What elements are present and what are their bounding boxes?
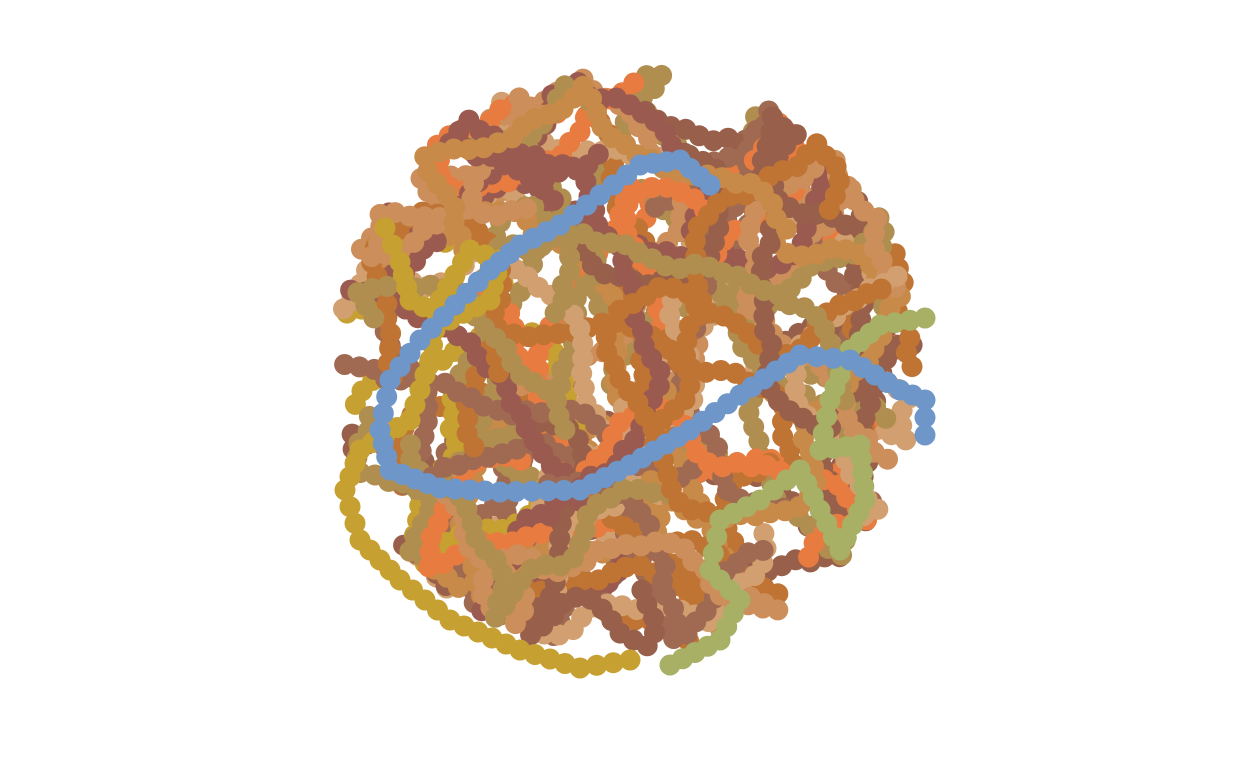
bead [443, 138, 465, 160]
olive-green-chain [659, 307, 936, 676]
bead [723, 531, 745, 553]
bead [619, 649, 641, 671]
bead [492, 577, 514, 599]
bead [543, 189, 564, 211]
bead [516, 198, 537, 219]
bead [641, 177, 663, 198]
bead [585, 231, 607, 253]
bead [772, 426, 794, 447]
bead [376, 386, 398, 408]
bead [382, 234, 403, 256]
bead [914, 389, 936, 411]
bead [399, 205, 421, 227]
bead [521, 480, 543, 502]
bead [554, 419, 576, 441]
bead [753, 305, 775, 327]
bead [751, 245, 773, 267]
bead [550, 555, 572, 577]
bead [648, 277, 670, 299]
bead [334, 354, 356, 375]
bead [416, 411, 438, 433]
bead [559, 261, 581, 283]
bead [459, 479, 481, 501]
bead [571, 362, 593, 384]
bead [457, 408, 479, 430]
bead [789, 344, 811, 366]
bead [374, 217, 396, 239]
bead [725, 172, 747, 194]
bead [649, 360, 671, 382]
bead [434, 372, 456, 394]
bead [818, 198, 840, 220]
bead [489, 481, 511, 503]
bead [776, 218, 797, 240]
bead [820, 238, 842, 260]
bead [443, 211, 465, 233]
bead [537, 480, 559, 502]
bead [615, 534, 637, 556]
bead [886, 265, 908, 287]
bead [379, 369, 401, 391]
bead [806, 346, 828, 368]
bead [572, 347, 594, 369]
bead [901, 356, 923, 378]
bead [812, 422, 834, 444]
bead [463, 436, 485, 458]
bead [505, 481, 527, 503]
bead [553, 479, 575, 501]
bead [520, 624, 542, 646]
bead [819, 389, 841, 411]
bead [659, 654, 681, 676]
bead [709, 509, 731, 531]
bead [822, 347, 844, 369]
bead [863, 222, 885, 244]
blue-chain [369, 149, 936, 503]
bead [379, 337, 401, 359]
bead [870, 278, 892, 300]
bead [539, 505, 561, 527]
bead [798, 546, 820, 568]
bead [706, 526, 728, 548]
bead [339, 496, 361, 518]
bead [914, 424, 936, 446]
bead [596, 341, 618, 363]
bead [569, 657, 591, 679]
bead [400, 434, 421, 456]
bead [474, 480, 496, 502]
bead [816, 406, 838, 428]
bead [444, 478, 466, 500]
bead [643, 607, 665, 629]
bead [891, 399, 913, 421]
bead [419, 541, 441, 563]
bead [586, 654, 608, 676]
bead [627, 478, 649, 500]
bead [602, 652, 624, 674]
bead [537, 154, 559, 175]
bead [784, 378, 806, 400]
bead [702, 542, 724, 564]
bead [372, 402, 394, 424]
bead [588, 569, 610, 591]
bead [527, 343, 549, 365]
bead [429, 477, 451, 499]
bead [645, 531, 666, 553]
bead [552, 289, 574, 311]
bead [344, 512, 366, 534]
bead [414, 206, 436, 228]
bead [914, 407, 936, 428]
bead [334, 479, 356, 501]
